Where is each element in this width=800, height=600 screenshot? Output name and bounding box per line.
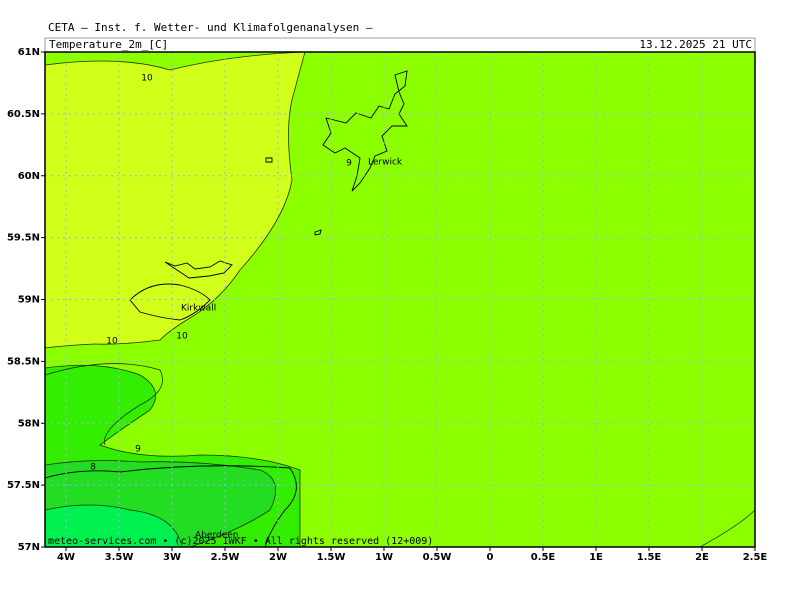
coastline <box>44 465 297 548</box>
grid <box>45 51 756 548</box>
x-tick-label: 2.5W <box>211 552 240 563</box>
y-tick-label: 57N <box>18 542 40 553</box>
y-tick-label: 59.5N <box>7 233 40 244</box>
y-tick-label: 58N <box>18 418 40 429</box>
islet <box>265 157 322 236</box>
x-tick-label: 2E <box>695 552 709 563</box>
contour-line <box>44 363 163 446</box>
place-name: Aberdeen <box>195 531 238 541</box>
x-tick-label: 1.5E <box>637 552 662 563</box>
contour-label: 10 <box>176 332 188 342</box>
place-name: Lerwick <box>368 158 403 168</box>
field-above-10 <box>44 51 306 349</box>
x-tick-label: 3.5W <box>105 552 134 563</box>
x-tick-label: 0.5W <box>423 552 452 563</box>
contour-label: 9 <box>346 159 352 169</box>
axes: 4W 3.5W 3W 2.5W 2W 1.5W 1W 0.5W 0 0.5E 1E 1.5E 2E 2.5… <box>7 47 767 563</box>
y-tick-label: 61N <box>18 47 40 58</box>
x-tick-label: 3W <box>163 552 181 563</box>
x-tick-label: 0.5E <box>531 552 556 563</box>
field-below-7 <box>44 504 183 548</box>
x-tick-label: 1.5W <box>317 552 346 563</box>
contour-line <box>699 509 756 548</box>
y-tick-label: 58.5N <box>7 356 40 367</box>
footer: meteo-services.com • (c)2025 IWKF • All … <box>48 536 433 547</box>
y-tick-label: 57.5N <box>7 480 40 491</box>
valid-time: 13.12.2025 21 UTC <box>639 38 752 51</box>
title: CETA — Inst. f. Wetter- und Klimafolgena… <box>48 21 373 34</box>
x-tick-label: 1W <box>375 552 393 563</box>
x-tick-label: 2.5E <box>743 552 768 563</box>
contour-label: 10 <box>141 74 153 84</box>
y-tick-label: 59N <box>18 295 40 306</box>
x-tick-label: 2W <box>269 552 287 563</box>
x-tick-label: 0 <box>487 552 494 563</box>
plot-area: 10 10 10 9 8 9 Lerwick Kirkwall Aberdeen… <box>44 51 756 548</box>
contour-label: 8 <box>90 463 96 473</box>
x-tick-label: 4W <box>57 552 75 563</box>
orkney <box>129 260 233 321</box>
y-tick-label: 60.5N <box>7 109 40 120</box>
x-tick-label: 1E <box>589 552 603 563</box>
contour-label: 10 <box>106 337 118 347</box>
contour-label: 9 <box>135 445 141 455</box>
parameter: Temperature_2m_[C] <box>49 38 168 51</box>
place-name: Kirkwall <box>181 304 216 314</box>
y-tick-label: 60N <box>18 171 40 182</box>
